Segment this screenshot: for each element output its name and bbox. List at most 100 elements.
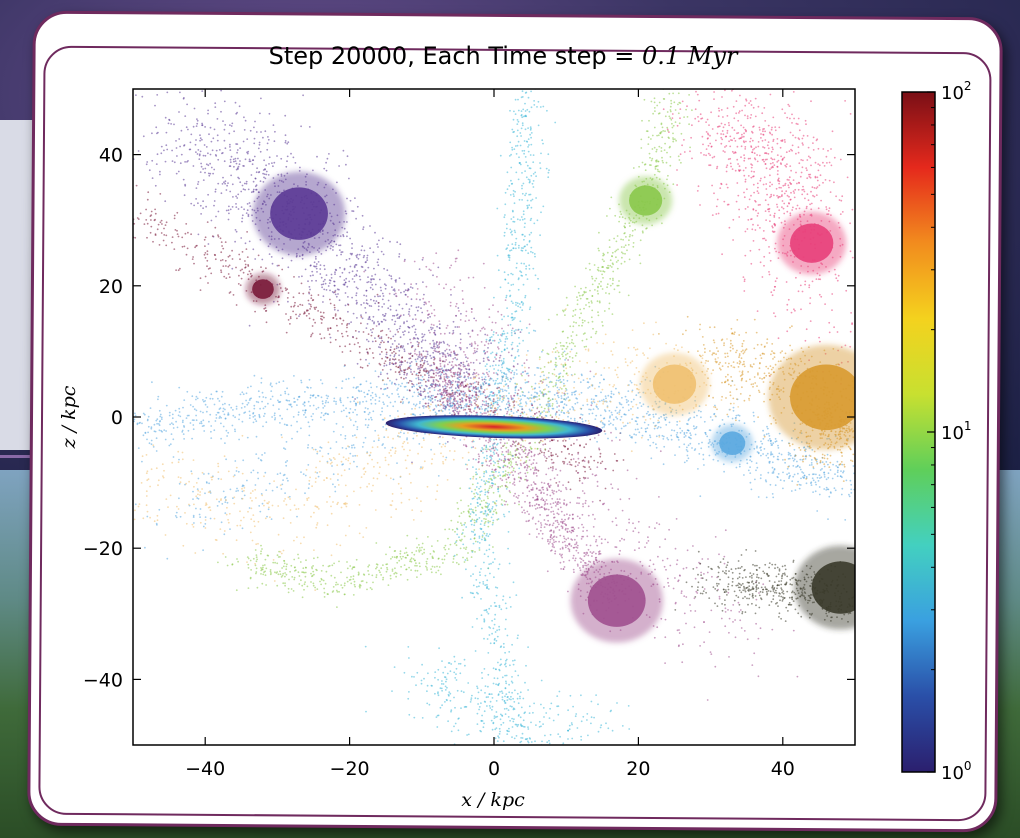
particle-point xyxy=(358,351,361,354)
particle-point xyxy=(353,343,356,346)
particle-point xyxy=(583,346,586,348)
particle-point xyxy=(782,184,785,187)
particle-point xyxy=(315,408,318,410)
particle-point xyxy=(744,167,747,169)
particle-point xyxy=(324,278,326,281)
particle-point xyxy=(319,273,322,275)
particle-point xyxy=(805,328,808,331)
particle-point xyxy=(150,439,153,442)
particle-point xyxy=(255,435,258,438)
particle-point xyxy=(362,573,365,576)
particle-point xyxy=(840,199,843,202)
particle-point xyxy=(674,138,676,141)
particle-point xyxy=(395,309,398,312)
particle-point xyxy=(228,212,230,215)
particle-point xyxy=(792,190,795,193)
particle-point xyxy=(237,165,240,168)
particle-point xyxy=(603,430,606,433)
particle-point xyxy=(328,279,331,281)
particle-point xyxy=(178,138,181,140)
particle-point xyxy=(775,187,778,190)
particle-point xyxy=(316,569,318,572)
particle-point xyxy=(789,165,792,168)
particle-point xyxy=(500,453,503,456)
particle-point xyxy=(544,378,547,381)
particle-point xyxy=(206,406,209,408)
particle-point xyxy=(742,169,745,172)
particle-point xyxy=(137,150,140,152)
particle-point xyxy=(322,579,325,582)
particle-point xyxy=(141,95,144,98)
particle-point xyxy=(462,556,464,559)
particle-point xyxy=(758,154,761,157)
particle-point xyxy=(827,463,829,466)
particle-point xyxy=(244,411,247,414)
particle-point xyxy=(837,274,840,277)
particle-point xyxy=(381,339,384,342)
particle-point xyxy=(332,430,335,433)
particle-point xyxy=(594,289,596,291)
particle-point xyxy=(758,126,761,129)
particle-point xyxy=(279,570,281,573)
particle-point xyxy=(287,141,290,144)
particle-point xyxy=(750,460,753,463)
particle-point xyxy=(311,332,314,335)
particle-point xyxy=(514,456,517,459)
particle-point xyxy=(372,328,374,330)
particle-point xyxy=(165,234,168,237)
particle-point xyxy=(135,94,137,96)
particle-point xyxy=(423,405,426,407)
particle-point xyxy=(774,242,777,245)
particle-point xyxy=(580,391,583,394)
particle-point xyxy=(552,385,555,388)
particle-point xyxy=(386,405,389,407)
particle-point xyxy=(592,327,594,330)
particle-point xyxy=(602,398,605,401)
particle-point xyxy=(362,226,365,229)
particle-point xyxy=(254,564,257,567)
particle-point xyxy=(560,395,563,397)
particle-point xyxy=(674,454,676,456)
particle-point xyxy=(846,176,849,179)
particle-point xyxy=(468,508,471,511)
particle-point xyxy=(376,261,379,264)
particle-point xyxy=(565,389,568,391)
particle-point xyxy=(456,326,459,328)
particle-point xyxy=(202,154,205,157)
particle-point xyxy=(604,433,607,435)
particle-point xyxy=(308,286,311,288)
particle-point xyxy=(658,145,661,148)
particle-point xyxy=(260,266,262,268)
particle-point xyxy=(160,219,163,222)
particle-point xyxy=(220,437,223,440)
particle-point xyxy=(430,568,432,570)
particle-point xyxy=(266,148,269,151)
particle-point xyxy=(621,396,623,399)
particle-point xyxy=(770,195,772,198)
particle-point xyxy=(265,584,267,586)
particle-point xyxy=(751,228,754,231)
particle-point xyxy=(202,399,204,401)
particle-point xyxy=(261,400,263,403)
particle-point xyxy=(411,325,414,328)
particle-point xyxy=(656,165,659,167)
particle-point xyxy=(671,81,673,83)
particle-point xyxy=(826,453,829,456)
particle-point xyxy=(431,555,434,558)
particle-point xyxy=(621,216,624,219)
particle-point xyxy=(369,382,372,385)
particle-point xyxy=(581,420,584,423)
particle-point xyxy=(560,388,563,390)
particle-point xyxy=(837,466,839,469)
particle-point xyxy=(624,252,626,255)
particle-point xyxy=(819,174,822,177)
particle-point xyxy=(359,586,361,589)
particle-point xyxy=(812,136,815,139)
particle-point xyxy=(788,105,791,107)
particle-point xyxy=(158,429,161,432)
particle-point xyxy=(402,345,405,347)
particle-point xyxy=(313,573,315,576)
particle-point xyxy=(154,212,157,215)
particle-point xyxy=(739,169,742,172)
particle-point xyxy=(207,193,210,196)
